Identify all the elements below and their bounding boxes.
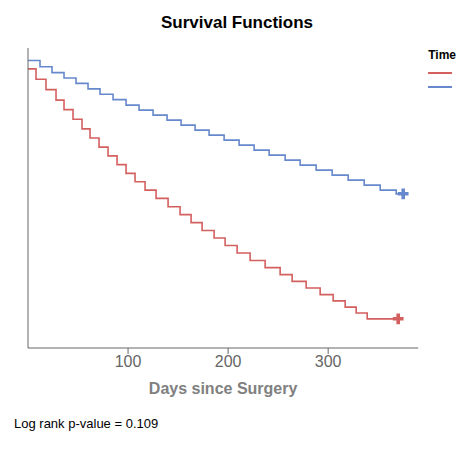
svg-text:200: 200 — [215, 353, 242, 370]
svg-text:Days since Surgery: Days since Surgery — [149, 380, 298, 397]
html-text:Survival Functions: Survival Functions — [161, 13, 313, 32]
svg-text:100: 100 — [115, 353, 142, 370]
svg-text:300: 300 — [315, 353, 342, 370]
html-text:Log rank p-value = 0.109: Log rank p-value = 0.109 — [14, 416, 159, 431]
html-text:Time: Time — [428, 48, 456, 62]
